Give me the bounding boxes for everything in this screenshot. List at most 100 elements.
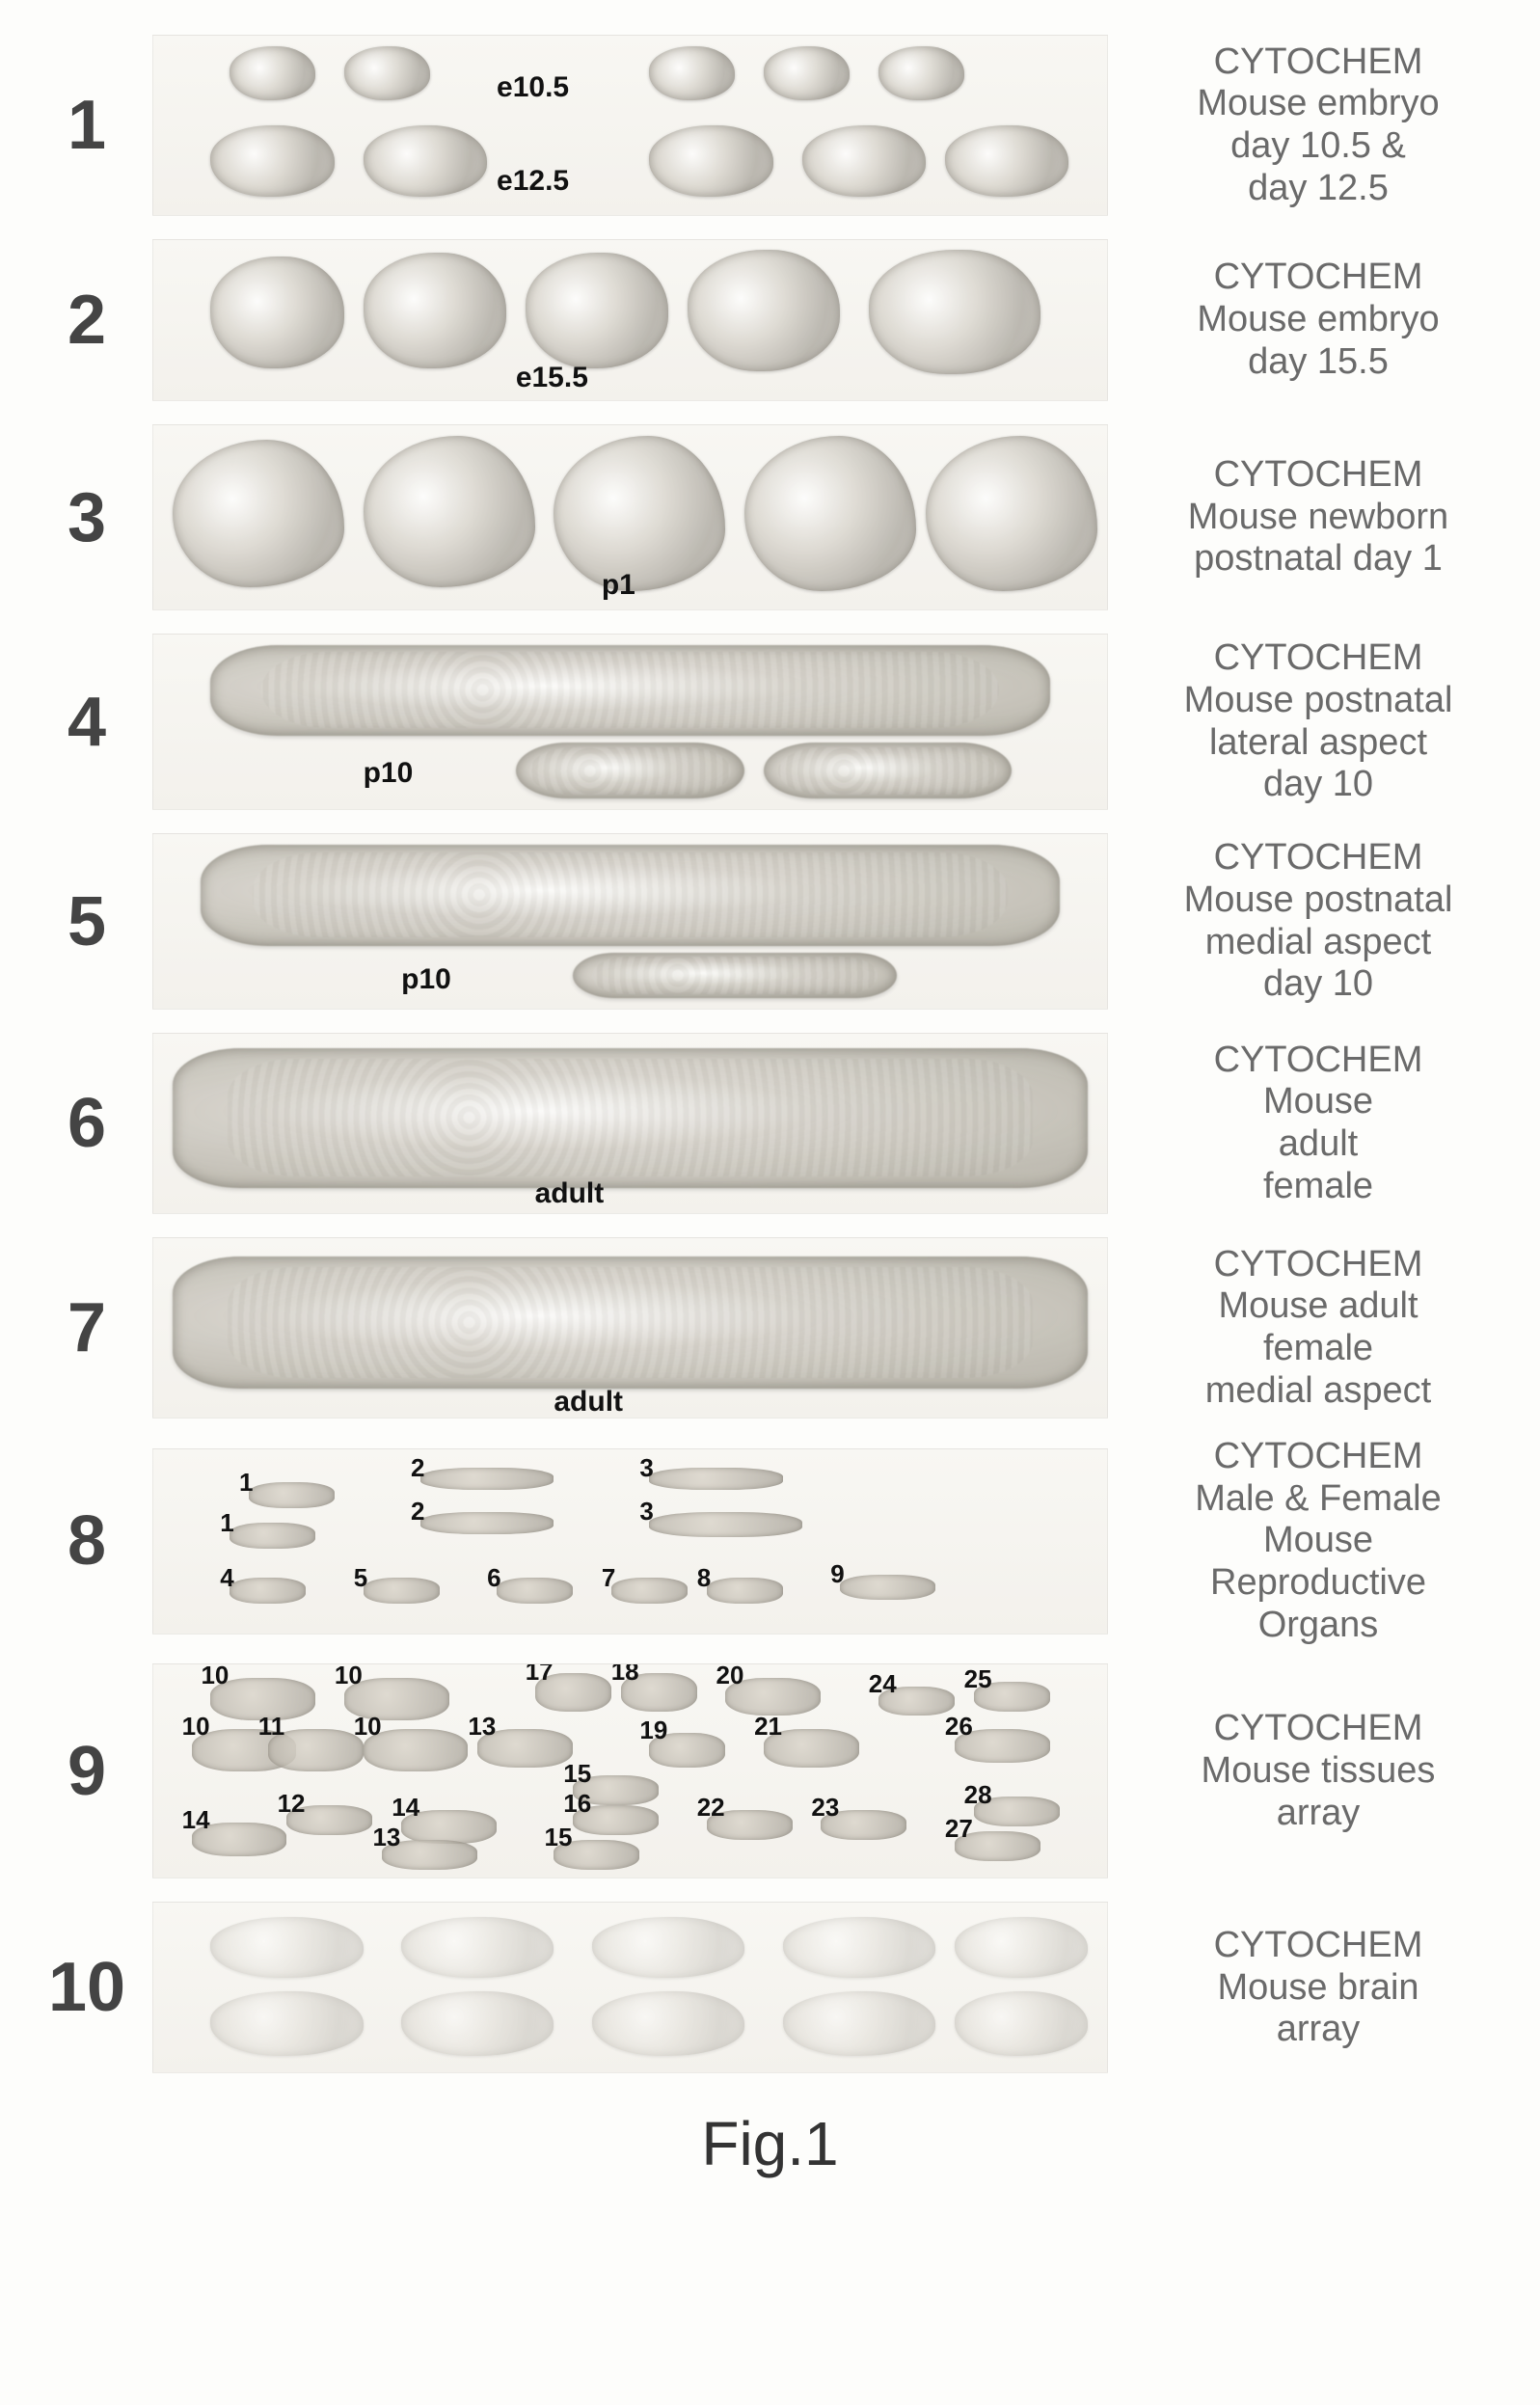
tissue-chip-label: 17 <box>526 1663 554 1686</box>
figure-row: 5 p10 CYTOCHEMMouse postnatalmedial aspect… <box>19 827 1521 1015</box>
tissue-chip <box>497 1578 573 1604</box>
tissue-blob <box>878 46 964 100</box>
row-number: 5 <box>19 882 145 961</box>
panel-inset-label: p10 <box>401 963 451 996</box>
row-panel: e15.5 <box>145 233 1116 407</box>
tissue-chip-label: 25 <box>964 1664 992 1694</box>
figure-row: 1e10.5e12.5CYTOCHEMMouse embryoday 10.5 … <box>19 29 1521 222</box>
tissue-blob <box>210 1917 363 1978</box>
tissue-chip-label: 18 <box>611 1663 639 1686</box>
tissue-panel <box>152 1902 1108 2073</box>
tissue-chip <box>420 1512 554 1534</box>
row-panel: p1 <box>145 419 1116 616</box>
tissue-chip <box>420 1468 554 1490</box>
tissue-chip-label: 6 <box>487 1563 500 1593</box>
row-number: 7 <box>19 1288 145 1367</box>
tissue-chip-label: 14 <box>182 1805 210 1835</box>
tissue-blob <box>364 253 506 368</box>
tissue-chip <box>230 1523 315 1549</box>
row-description: CYTOCHEMMale & FemaleMouseReproductiveOr… <box>1116 1436 1521 1646</box>
tissue-blob <box>955 1991 1088 2056</box>
tissue-blob <box>783 1991 935 2056</box>
tissue-slab <box>173 1257 1088 1390</box>
row-panel: adult <box>145 1027 1116 1220</box>
row-description-line: CYTOCHEM <box>1125 1244 1511 1286</box>
tissue-blob <box>554 436 725 590</box>
row-panel: e10.5e12.5 <box>145 29 1116 222</box>
tissue-slab <box>764 743 1012 798</box>
row-description-line: female <box>1125 1328 1511 1370</box>
row-description-line: medial aspect <box>1125 1370 1511 1413</box>
tissue-chip-label: 4 <box>220 1563 233 1593</box>
tissue-blob <box>401 1917 554 1978</box>
row-description: CYTOCHEMMouse postnatallateral aspectday… <box>1116 637 1521 806</box>
tissue-blob <box>649 125 773 197</box>
tissue-blob <box>926 436 1097 590</box>
tissue-chip-label: 3 <box>639 1497 653 1527</box>
row-description: CYTOCHEMMouse postnatalmedial aspectday … <box>1116 837 1521 1006</box>
figure-row: 7adultCYTOCHEMMouse adultfemalemedial as… <box>19 1231 1521 1424</box>
row-description: CYTOCHEMMouse adultfemalemedial aspect <box>1116 1244 1521 1413</box>
row-number: 8 <box>19 1501 145 1581</box>
row-description: CYTOCHEMMouse tissuesarray <box>1116 1708 1521 1834</box>
tissue-blob <box>649 46 735 100</box>
tissue-blob <box>688 250 840 371</box>
tissue-chip <box>230 1578 306 1604</box>
figure-row: 2e15.5CYTOCHEMMouse embryoday 15.5 <box>19 233 1521 407</box>
tissue-chip-label: 10 <box>354 1712 382 1742</box>
tissue-chip-label: 8 <box>697 1563 711 1593</box>
row-panel: 1010171820242510111013192126151214141316… <box>145 1658 1116 1884</box>
row-description-line: CYTOCHEM <box>1125 1925 1511 1967</box>
tissue-chip-label: 13 <box>468 1712 496 1742</box>
row-description-line: Mouse embryo <box>1125 299 1511 341</box>
figure-row: 6adultCYTOCHEMMouseadultfemale <box>19 1027 1521 1220</box>
row-description-line: array <box>1125 2009 1511 2051</box>
row-description-line: Mouse brain <box>1125 1967 1511 2010</box>
tissue-blob <box>210 1991 363 2056</box>
row-description-line: adult <box>1125 1123 1511 1166</box>
tissue-blob <box>592 1917 744 1978</box>
figure-row: 4 p10 CYTOCHEMMouse postnatallateral aspec… <box>19 628 1521 816</box>
row-description-line: day 10 <box>1125 963 1511 1006</box>
tissue-blob <box>802 125 927 197</box>
row-description-line: day 10.5 & <box>1125 125 1511 168</box>
figure-row: 8123123456789CYTOCHEMMale & FemaleMouseR… <box>19 1436 1521 1646</box>
row-description-line: Mouse tissues <box>1125 1750 1511 1793</box>
tissue-blob <box>401 1991 554 2056</box>
panel-inset-label: p10 <box>364 757 414 790</box>
tissue-chip-label: 23 <box>811 1793 839 1823</box>
tissue-panel: e10.5e12.5 <box>152 35 1108 216</box>
tissue-chip-label: 21 <box>754 1712 782 1742</box>
tissue-chip-label: 22 <box>697 1793 725 1823</box>
tissue-panel: 1010171820242510111013192126151214141316… <box>152 1663 1108 1878</box>
row-panel: adult <box>145 1231 1116 1424</box>
tissue-chip-label: 1 <box>239 1468 253 1498</box>
tissue-blob <box>783 1917 935 1978</box>
row-description-line: CYTOCHEM <box>1125 454 1511 497</box>
tissue-chip <box>611 1578 688 1604</box>
tissue-blob <box>210 257 343 368</box>
tissue-chip-label: 1 <box>220 1508 233 1538</box>
figure-row: 10 CYTOCHEMMouse brainarray <box>19 1896 1521 2079</box>
tissue-blob <box>344 46 430 100</box>
tissue-blob <box>955 1917 1088 1978</box>
tissue-slab <box>210 645 1049 736</box>
row-panel: 123123456789 <box>145 1443 1116 1640</box>
row-number: 10 <box>19 1948 145 2027</box>
row-description: CYTOCHEMMouse embryoday 10.5 &day 12.5 <box>1116 41 1521 210</box>
row-description-line: day 10 <box>1125 764 1511 806</box>
row-number: 9 <box>19 1732 145 1811</box>
tissue-panel: p10 <box>152 634 1108 810</box>
tissue-chip-label: 10 <box>201 1663 229 1690</box>
row-description-line: CYTOCHEM <box>1125 637 1511 680</box>
tissue-chip-label: 20 <box>716 1663 744 1690</box>
figure-container: 1e10.5e12.5CYTOCHEMMouse embryoday 10.5 … <box>19 29 1521 2079</box>
row-description: CYTOCHEMMouse newbornpostnatal day 1 <box>1116 454 1521 581</box>
row-number: 4 <box>19 683 145 762</box>
row-description: CYTOCHEMMouse brainarray <box>1116 1925 1521 2051</box>
tissue-chip-label: 16 <box>563 1789 591 1819</box>
tissue-slab <box>516 743 744 798</box>
row-description-line: CYTOCHEM <box>1125 837 1511 879</box>
panel-inset-label: e15.5 <box>516 362 588 394</box>
row-description-line: CYTOCHEM <box>1125 1436 1511 1478</box>
